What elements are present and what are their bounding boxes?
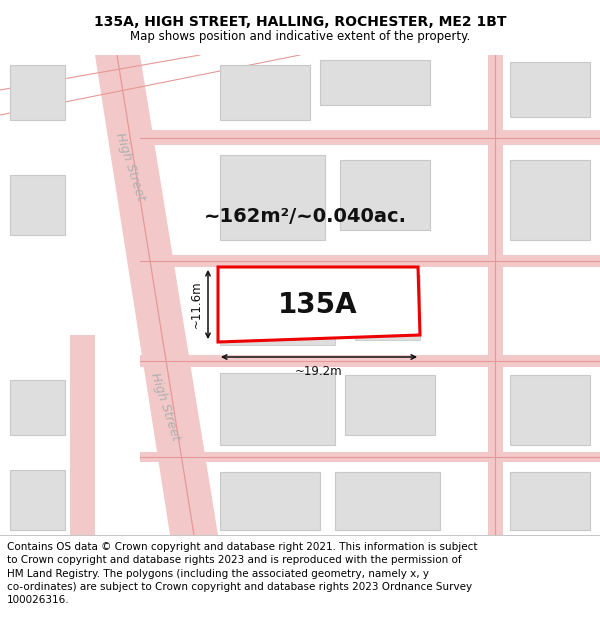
Text: Map shows position and indicative extent of the property.: Map shows position and indicative extent…	[130, 30, 470, 43]
Bar	[220, 155, 325, 240]
Polygon shape	[488, 55, 503, 535]
Bar	[320, 60, 430, 105]
Bar	[345, 375, 435, 435]
Bar	[510, 375, 590, 445]
Bar	[10, 175, 65, 235]
Text: ~11.6m: ~11.6m	[190, 281, 203, 328]
Bar	[220, 65, 310, 120]
Bar	[10, 380, 65, 435]
Text: Contains OS data © Crown copyright and database right 2021. This information is : Contains OS data © Crown copyright and d…	[7, 542, 478, 605]
Polygon shape	[140, 255, 600, 267]
Polygon shape	[140, 355, 600, 367]
Polygon shape	[140, 130, 600, 145]
Bar	[220, 270, 335, 345]
Polygon shape	[218, 267, 420, 342]
Bar	[220, 472, 320, 530]
Text: 135A, HIGH STREET, HALLING, ROCHESTER, ME2 1BT: 135A, HIGH STREET, HALLING, ROCHESTER, M…	[94, 16, 506, 29]
Text: ~162m²/~0.040ac.: ~162m²/~0.040ac.	[203, 208, 407, 226]
Text: High Street: High Street	[148, 371, 182, 442]
Polygon shape	[70, 335, 95, 535]
Text: High Street: High Street	[113, 131, 147, 202]
Polygon shape	[140, 452, 600, 462]
Text: 135A: 135A	[278, 291, 358, 319]
Bar	[335, 472, 440, 530]
Text: ~19.2m: ~19.2m	[295, 365, 343, 378]
Bar	[510, 62, 590, 117]
Bar	[10, 470, 65, 530]
Bar	[10, 65, 65, 120]
Polygon shape	[95, 55, 218, 535]
Bar	[220, 373, 335, 445]
Bar	[510, 472, 590, 530]
Bar	[340, 160, 430, 230]
Bar	[355, 275, 420, 340]
Bar	[510, 160, 590, 240]
